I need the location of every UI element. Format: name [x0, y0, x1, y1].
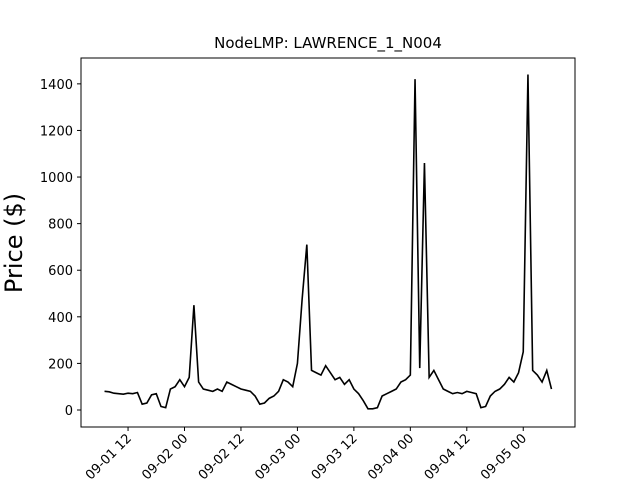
y-tick-label: 600	[48, 264, 73, 279]
y-tick-label: 1000	[40, 171, 73, 186]
x-tick-label: 09-01 12	[83, 431, 135, 480]
y-axis-label: Price ($)	[0, 193, 28, 293]
plot-frame	[80, 57, 576, 428]
chart-title: NodeLMP: LAWRENCE_1_N004	[214, 34, 442, 53]
x-tick-label: 09-04 12	[422, 431, 474, 480]
y-tick-label: 400	[48, 311, 73, 326]
x-tick-label: 09-03 00	[252, 431, 304, 480]
x-tick-label: 09-05 00	[478, 431, 530, 480]
y-tick-label: 800	[48, 218, 73, 233]
x-tick-label: 09-02 12	[196, 431, 248, 480]
y-tick-label: 1200	[40, 124, 73, 139]
x-tick-label: 09-02 00	[139, 431, 191, 480]
y-tick-label: 0	[65, 404, 73, 419]
x-tick-label: 09-04 00	[365, 431, 417, 480]
y-tick-label: 1400	[40, 78, 73, 93]
y-tick-label: 200	[48, 357, 73, 372]
line	[104, 74, 553, 410]
x-tick-label: 09-03 12	[309, 431, 361, 480]
